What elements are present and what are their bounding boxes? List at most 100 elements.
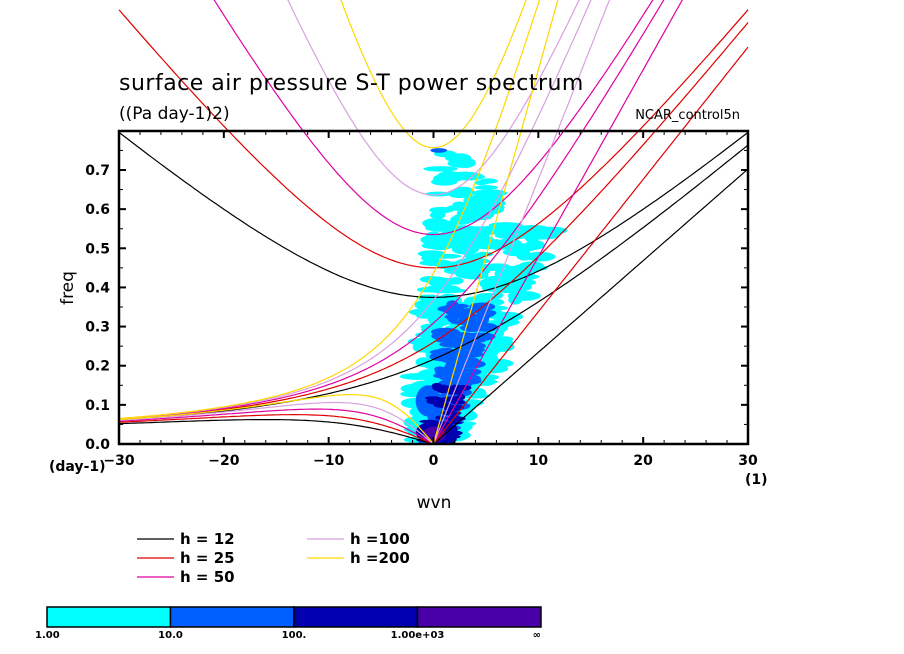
mixed-rossby-gravity-curve	[118, 0, 665, 420]
power-contour	[453, 157, 476, 168]
x-tick-label: 20	[633, 453, 653, 469]
power-contour	[419, 259, 454, 267]
power-contour	[429, 206, 454, 214]
y-tick-label: 0.4	[85, 280, 110, 296]
power-contour	[447, 314, 459, 323]
kelvin-wave-curve	[432, 0, 559, 445]
power-contour	[429, 253, 462, 259]
power-contour	[475, 322, 493, 327]
power-contour	[425, 231, 442, 241]
x-tick-label: −20	[208, 453, 239, 469]
power-contour	[420, 323, 443, 331]
power-contour	[422, 218, 450, 228]
power-contour	[443, 267, 470, 275]
power-contour	[426, 397, 446, 405]
power-contour	[425, 311, 442, 318]
power-contour	[496, 238, 522, 247]
y-tick-label: 0.3	[85, 320, 110, 336]
y-tick-label: 0.1	[85, 398, 110, 414]
power-contour	[455, 186, 473, 192]
colorbar-label: 100.	[282, 630, 307, 641]
mixed-rossby-gravity-curve	[118, 22, 749, 421]
rossby-wave-curve	[118, 408, 434, 445]
power-contour	[474, 185, 499, 190]
power-contour	[457, 234, 484, 242]
axis-ticks	[118, 131, 749, 445]
chart-subtitle: ((Pa day-1)2)	[119, 104, 230, 124]
legend-label: h =100	[350, 530, 410, 548]
colorbar-swatch	[46, 606, 172, 628]
power-contour	[447, 277, 464, 285]
run-label: NCAR_control5n	[635, 108, 740, 123]
power-contour	[468, 335, 491, 340]
power-contour	[507, 291, 541, 301]
colorbar-label: 1.00	[35, 630, 60, 641]
y-tick-label: 0.5	[85, 241, 110, 257]
y-unit-label: (day-1)	[49, 459, 106, 475]
y-axis-label: freq	[58, 271, 78, 305]
power-contour	[483, 195, 502, 202]
legend-label: h = 50	[180, 568, 235, 586]
rossby-wave-curve	[118, 419, 434, 445]
x-tick-label: 30	[738, 453, 758, 469]
inertia-gravity-curve	[340, 0, 527, 149]
x-tick-label: 0	[429, 453, 439, 469]
power-contour	[434, 366, 446, 373]
power-contour	[444, 362, 457, 372]
power-contour	[464, 253, 483, 260]
power-contour	[451, 259, 484, 270]
power-contour	[452, 247, 469, 253]
inertia-gravity-curve	[287, 0, 580, 196]
kelvin-wave-curve	[433, 168, 749, 445]
power-contour	[446, 225, 477, 231]
power-contour	[399, 373, 434, 380]
power-contour	[430, 148, 448, 153]
legend-label: h = 25	[180, 549, 235, 567]
power-contour	[433, 288, 467, 294]
power-contours	[399, 148, 568, 444]
x-tick-label: 10	[529, 453, 549, 469]
colorbar: 1.00 10.0 100. 1.00e+03 ∞	[35, 606, 542, 641]
chart-title: surface air pressure S-T power spectrum	[119, 71, 584, 96]
y-tick-label: 0.0	[85, 437, 110, 453]
power-contour	[428, 280, 443, 286]
colorbar-swatch	[169, 606, 295, 628]
power-contour	[431, 178, 458, 186]
y-tick-label: 0.7	[85, 163, 110, 179]
power-contour	[445, 396, 465, 400]
colorbar-swatch	[293, 606, 419, 628]
kelvin-wave-curve	[433, 46, 749, 445]
power-contour	[444, 241, 476, 248]
power-contour	[461, 273, 489, 280]
power-contour	[463, 215, 492, 221]
power-contour	[450, 399, 466, 405]
power-contour	[431, 349, 457, 355]
dispersion-curves	[118, 0, 749, 445]
power-contour	[450, 319, 477, 325]
rossby-wave-curve	[118, 414, 434, 445]
power-contour	[502, 247, 530, 257]
power-contour	[469, 240, 505, 248]
x-tick-labels: −30 −20 −10 0 10 20 30	[103, 453, 758, 469]
legend-label: h = 12	[180, 530, 235, 548]
power-contour	[439, 353, 455, 363]
inertia-gravity-curve	[118, 9, 749, 269]
inertia-gravity-curve	[118, 131, 749, 298]
power-contour	[472, 347, 485, 353]
mixed-rossby-gravity-curve	[118, 144, 749, 421]
power-contour	[437, 305, 465, 313]
power-contour	[432, 384, 443, 392]
power-contour	[423, 166, 458, 172]
power-contour	[528, 229, 562, 236]
power-contour	[443, 387, 459, 393]
y-tick-label: 0.6	[85, 202, 110, 218]
colorbar-swatch	[416, 606, 542, 628]
kelvin-wave-curve	[432, 0, 611, 445]
inertia-gravity-curve	[213, 0, 654, 236]
x-axis-label: wvn	[417, 493, 452, 513]
legend-label: h =200	[350, 549, 410, 567]
x-tick-label: −30	[103, 453, 134, 469]
y-tick-label: 0.2	[85, 359, 110, 375]
